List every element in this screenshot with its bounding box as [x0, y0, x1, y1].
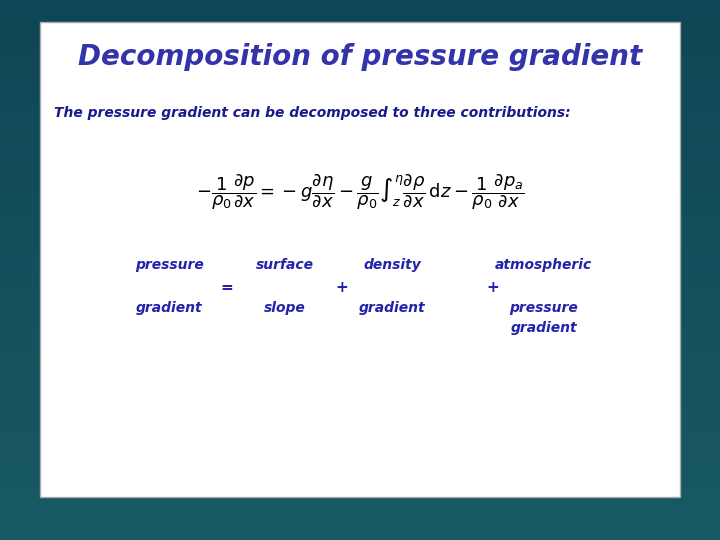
- Text: The pressure gradient can be decomposed to three contributions:: The pressure gradient can be decomposed …: [54, 106, 571, 120]
- Text: surface: surface: [256, 258, 313, 272]
- Text: $-\dfrac{1}{\rho_0}\dfrac{\partial p}{\partial x} = -g\dfrac{\partial \eta}{\par: $-\dfrac{1}{\rho_0}\dfrac{\partial p}{\p…: [196, 172, 524, 212]
- Text: =: =: [220, 280, 233, 295]
- Text: gradient: gradient: [136, 301, 202, 315]
- Text: +: +: [336, 280, 348, 295]
- Text: pressure: pressure: [135, 258, 204, 272]
- Text: pressure: pressure: [509, 301, 578, 315]
- Text: atmospheric: atmospheric: [495, 258, 593, 272]
- Text: slope: slope: [264, 301, 305, 315]
- Text: density: density: [364, 258, 421, 272]
- Text: +: +: [487, 280, 500, 295]
- Text: Decomposition of pressure gradient: Decomposition of pressure gradient: [78, 43, 642, 71]
- Text: gradient: gradient: [359, 301, 426, 315]
- Text: gradient: gradient: [510, 321, 577, 335]
